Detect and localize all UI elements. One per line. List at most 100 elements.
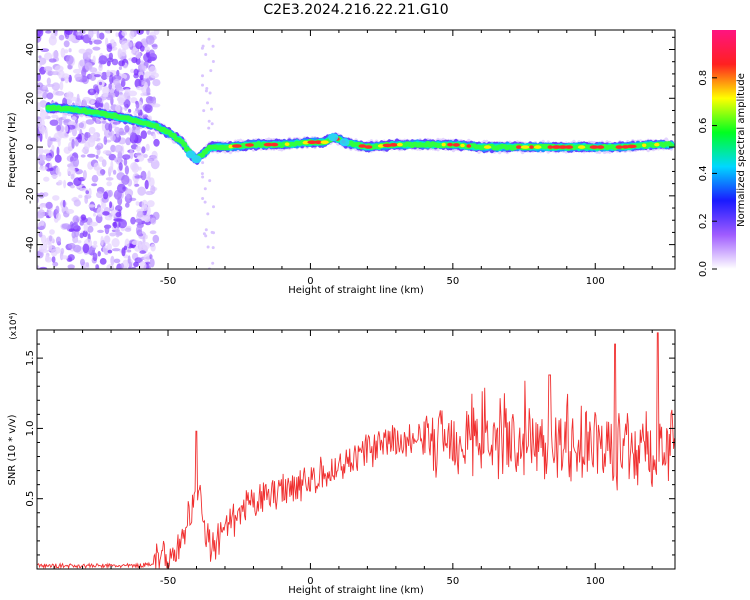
snr-x-tick-label: 0 — [307, 576, 313, 587]
heatmap-noise-cell — [48, 58, 57, 63]
heatmap-noise-cell — [144, 104, 153, 114]
heatmap-core-cell — [382, 143, 392, 148]
heatmap-noise-cell — [79, 59, 86, 67]
heatmap-noise-cell — [129, 30, 135, 40]
heatmap-noise-cell — [103, 135, 108, 145]
heatmap-noise-cell — [64, 30, 73, 36]
heatmap-noise-cell — [70, 184, 75, 189]
heatmap-noise-cell — [40, 234, 47, 244]
heatmap-noise-cell — [152, 133, 157, 140]
heatmap-noise-cell — [43, 66, 53, 72]
heatmap-feature — [185, 150, 196, 159]
heatmap-noise-cell — [58, 34, 65, 41]
heatmap-y-tick-label: 20 — [25, 92, 36, 105]
heatmap-noise-cell — [147, 56, 156, 61]
heatmap-noise-cell — [45, 254, 50, 262]
heatmap-noise-cell — [118, 219, 127, 229]
heatmap-noise-cell — [43, 176, 50, 182]
heatmap-noise-cell — [108, 83, 112, 90]
heatmap-noise-cell — [120, 263, 124, 269]
heatmap-noise-cell — [82, 52, 88, 57]
heatmap-core-cell — [232, 144, 242, 148]
heatmap-noise-cell — [113, 78, 120, 86]
chart-title: C2E3.2024.216.22.21.G10 — [263, 2, 449, 18]
heatmap-noise-cell — [124, 88, 131, 93]
heatmap-noise-cell — [203, 200, 207, 204]
snr-frame — [36, 329, 676, 570]
colorbar-tick-label: 0.0 — [698, 261, 709, 277]
heatmap-noise-cell — [62, 199, 66, 208]
heatmap-noise-cell — [49, 137, 57, 142]
heatmap-noise-cell — [115, 211, 122, 218]
heatmap-noise-cell — [44, 89, 49, 93]
heatmap-x-tick-label: 0 — [307, 276, 313, 287]
heatmap-noise-cell — [77, 133, 82, 143]
heatmap-noise-cell — [98, 156, 104, 162]
heatmap-noise-cell — [99, 258, 107, 265]
heatmap-noise-cell — [60, 255, 69, 260]
heatmap-noise-cell — [134, 175, 143, 179]
heatmap-noise-cell — [205, 87, 209, 90]
heatmap-noise-cell — [80, 154, 86, 158]
heatmap-noise-cell — [42, 91, 48, 99]
heatmap-noise-cell — [201, 197, 205, 200]
snr-plot-area — [37, 332, 675, 569]
heatmap-noise-cell — [46, 92, 54, 100]
heatmap-noise-cell — [137, 186, 146, 196]
heatmap-noise-cell — [211, 261, 215, 265]
heatmap-noise-cell — [148, 49, 155, 57]
heatmap-noise-cell — [38, 204, 43, 210]
heatmap-noise-cell — [128, 108, 132, 113]
heatmap-noise-cell — [131, 57, 138, 64]
heatmap-noise-cell — [52, 261, 59, 267]
heatmap-noise-cell — [60, 247, 65, 255]
colorbar — [712, 30, 736, 269]
heatmap-noise-cell — [101, 122, 106, 132]
heatmap-noise-cell — [88, 204, 96, 208]
heatmap-noise-cell — [68, 242, 76, 249]
heatmap-noise-cell — [81, 149, 86, 153]
heatmap-noise-cell — [114, 144, 123, 153]
heatmap-noise-cell — [78, 194, 83, 199]
heatmap-y-tick-label: -20 — [25, 188, 36, 204]
heatmap-noise-cell — [201, 83, 204, 87]
heatmap-noise-cell — [139, 74, 144, 81]
heatmap-noise-cell — [93, 39, 102, 45]
heatmap-noise-cell — [105, 177, 114, 181]
heatmap-noise-cell — [107, 249, 113, 254]
heatmap-noise-cell — [145, 96, 154, 104]
heatmap-noise-cell — [127, 255, 131, 264]
heatmap-noise-cell — [153, 138, 160, 147]
heatmap-noise-cell — [102, 211, 110, 216]
snr-x-tick-label: -50 — [160, 576, 176, 587]
heatmap-noise-cell — [202, 232, 206, 236]
colorbar-tick-label: 0.2 — [698, 213, 709, 229]
heatmap-noise-cell — [204, 53, 208, 56]
heatmap-noise-cell — [104, 225, 110, 235]
heatmap-noise-cell — [210, 230, 214, 234]
heatmap-noise-cell — [95, 102, 103, 108]
heatmap-noise-cell — [144, 234, 148, 240]
heatmap-noise-cell — [97, 251, 101, 257]
heatmap-noise-cell — [102, 150, 112, 155]
heatmap-x-tick-label: -50 — [160, 276, 176, 287]
heatmap-noise-cell — [131, 50, 136, 54]
snr-x-tick-label: 100 — [586, 576, 605, 587]
heatmap-noise-cell — [72, 221, 79, 230]
heatmap-noise-cell — [70, 156, 74, 162]
heatmap-noise-cell — [207, 119, 211, 123]
heatmap-noise-cell — [121, 40, 130, 50]
heatmap-noise-cell — [123, 99, 131, 108]
heatmap-noise-cell — [127, 95, 131, 101]
heatmap-core-cell — [284, 142, 290, 146]
heatmap-noise-cell — [84, 62, 93, 71]
heatmap-x-axis-label: Height of straight line (km) — [288, 285, 424, 296]
heatmap-noise-cell — [51, 144, 55, 152]
heatmap-noise-cell — [210, 122, 214, 126]
heatmap-noise-cell — [129, 261, 133, 269]
heatmap-core-cell — [596, 145, 605, 149]
heatmap-noise-cell — [37, 265, 40, 269]
heatmap-noise-cell — [40, 220, 45, 227]
heatmap-noise-cell — [84, 141, 91, 150]
heatmap-noise-cell — [116, 69, 120, 77]
